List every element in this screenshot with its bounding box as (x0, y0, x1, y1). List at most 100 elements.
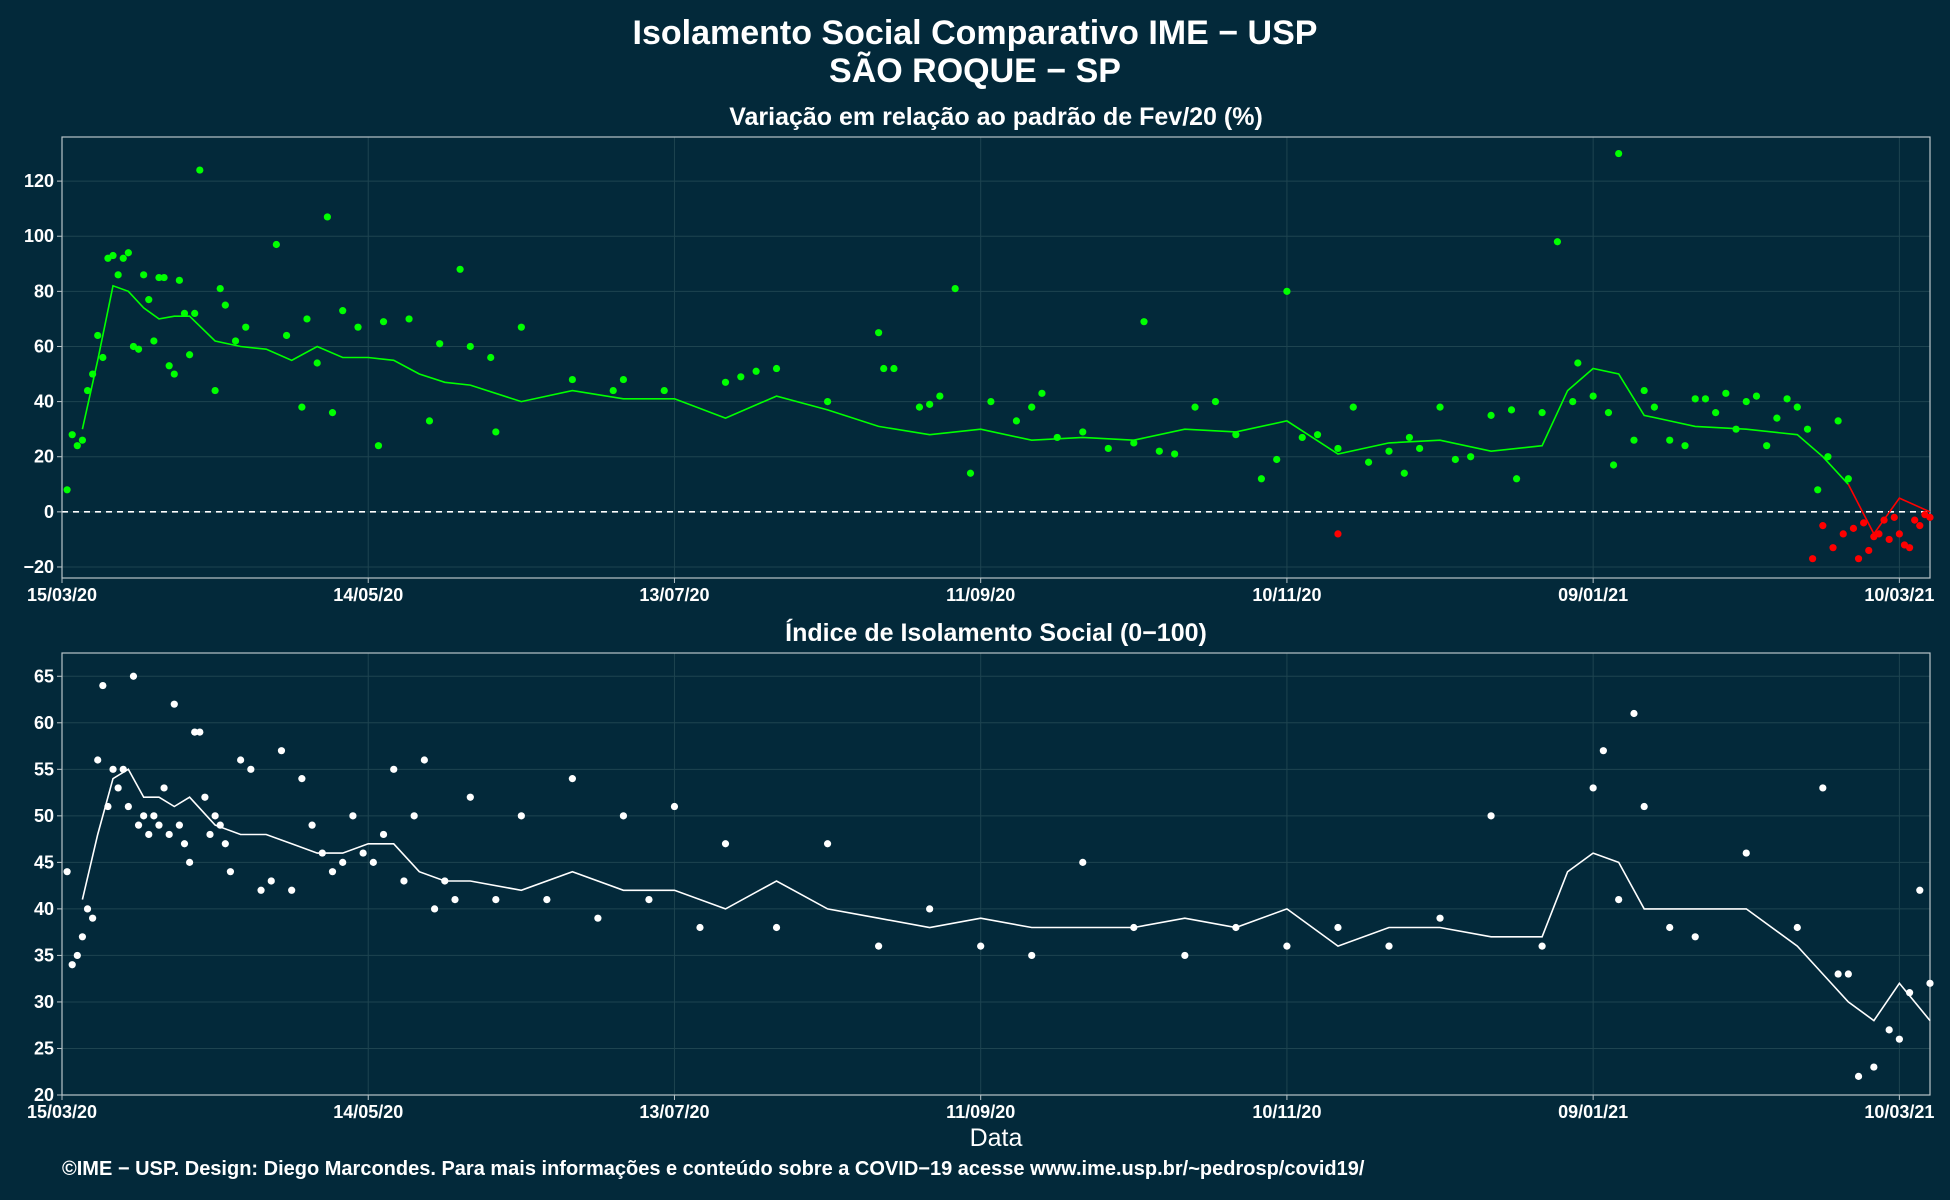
data-point (1640, 386, 1648, 395)
data-point (1334, 444, 1342, 453)
data-point (140, 812, 148, 820)
data-point (436, 340, 444, 348)
data-point (1232, 431, 1240, 439)
data-point (1824, 453, 1832, 461)
data-point (1405, 433, 1414, 442)
data-point (721, 378, 730, 386)
data-point (328, 868, 337, 876)
data-point (196, 728, 204, 736)
data-point (359, 849, 367, 857)
data-point (170, 370, 178, 378)
negative-data-point (1829, 544, 1837, 552)
data-point (216, 284, 224, 293)
data-point (1742, 398, 1750, 406)
variation-chart: Variação em relação ao padrão de Fev/20 … (23, 103, 1934, 605)
data-point (1666, 436, 1674, 444)
data-point (247, 765, 255, 773)
x-tick-label: 14/05/20 (333, 1102, 403, 1122)
data-point (175, 276, 183, 284)
data-point (977, 942, 985, 950)
data-point (221, 301, 229, 309)
data-point (1130, 439, 1138, 447)
data-point (277, 747, 286, 755)
data-point (134, 821, 143, 829)
x-axis-label: Data (970, 1124, 1023, 1152)
data-point (63, 486, 71, 494)
x-tick-label: 15/03/20 (27, 585, 97, 605)
data-point (272, 240, 280, 249)
x-tick-label: 10/03/21 (1864, 585, 1934, 605)
data-point (487, 353, 495, 362)
data-point (1763, 442, 1771, 450)
data-point (823, 840, 832, 848)
data-point (1854, 1072, 1863, 1080)
data-point (1615, 149, 1623, 158)
data-point (109, 251, 117, 260)
data-point (1283, 942, 1291, 950)
data-point (369, 858, 377, 866)
data-point (191, 728, 199, 736)
data-point (78, 933, 87, 941)
data-point (915, 403, 924, 411)
data-point (1854, 555, 1863, 563)
negative-data-point (1839, 530, 1847, 538)
data-point (400, 877, 408, 885)
data-point (430, 905, 439, 913)
data-point (196, 166, 204, 174)
x-tick-label: 11/09/20 (946, 1102, 1015, 1122)
data-point (318, 849, 326, 857)
data-point (1640, 802, 1648, 811)
data-point (150, 812, 158, 820)
data-point (339, 307, 347, 315)
data-point (594, 914, 602, 922)
data-point (298, 403, 306, 411)
negative-data-point (1911, 516, 1919, 524)
data-point (1538, 409, 1546, 417)
y-tick-label: 20 (34, 1085, 54, 1105)
data-point (1916, 522, 1924, 530)
negative-data-point (1890, 513, 1898, 521)
data-point (99, 353, 107, 362)
data-point (1691, 395, 1699, 403)
y-tick-label: 20 (34, 447, 54, 467)
data-point (568, 775, 576, 783)
data-point (201, 793, 209, 801)
y-tick-label: 65 (34, 666, 54, 686)
data-point (823, 398, 832, 406)
data-point (1783, 395, 1791, 403)
data-point (160, 784, 168, 792)
data-point (568, 375, 576, 384)
data-point (1487, 411, 1495, 419)
data-point (349, 812, 357, 820)
data-point (180, 309, 189, 317)
data-point (1104, 444, 1112, 453)
data-point (1865, 546, 1873, 555)
negative-data-point (1900, 541, 1909, 549)
data-point (1079, 428, 1087, 436)
data-point (1604, 409, 1613, 417)
data-point (323, 213, 331, 221)
data-point (282, 331, 291, 340)
data-point (1487, 812, 1495, 820)
data-point (1079, 858, 1087, 866)
data-point (1793, 923, 1801, 932)
data-point (926, 905, 934, 913)
data-point (737, 373, 745, 381)
data-point (313, 359, 321, 367)
data-point (1773, 414, 1781, 422)
data-point (206, 830, 214, 839)
negative-data-point (1819, 522, 1827, 530)
data-point (1467, 453, 1475, 461)
data-point (1926, 979, 1934, 987)
footer-credit: ©IME − USP. Design: Diego Marcondes. Par… (62, 1158, 1365, 1180)
data-point (68, 961, 76, 969)
data-point (1834, 970, 1842, 978)
data-point (772, 364, 781, 373)
chart-title: Índice de Isolamento Social (0−100) (785, 618, 1207, 647)
data-point (1038, 389, 1046, 397)
moving-average-line (81, 768, 1931, 1022)
data-point (155, 821, 163, 829)
data-point (1400, 469, 1408, 477)
